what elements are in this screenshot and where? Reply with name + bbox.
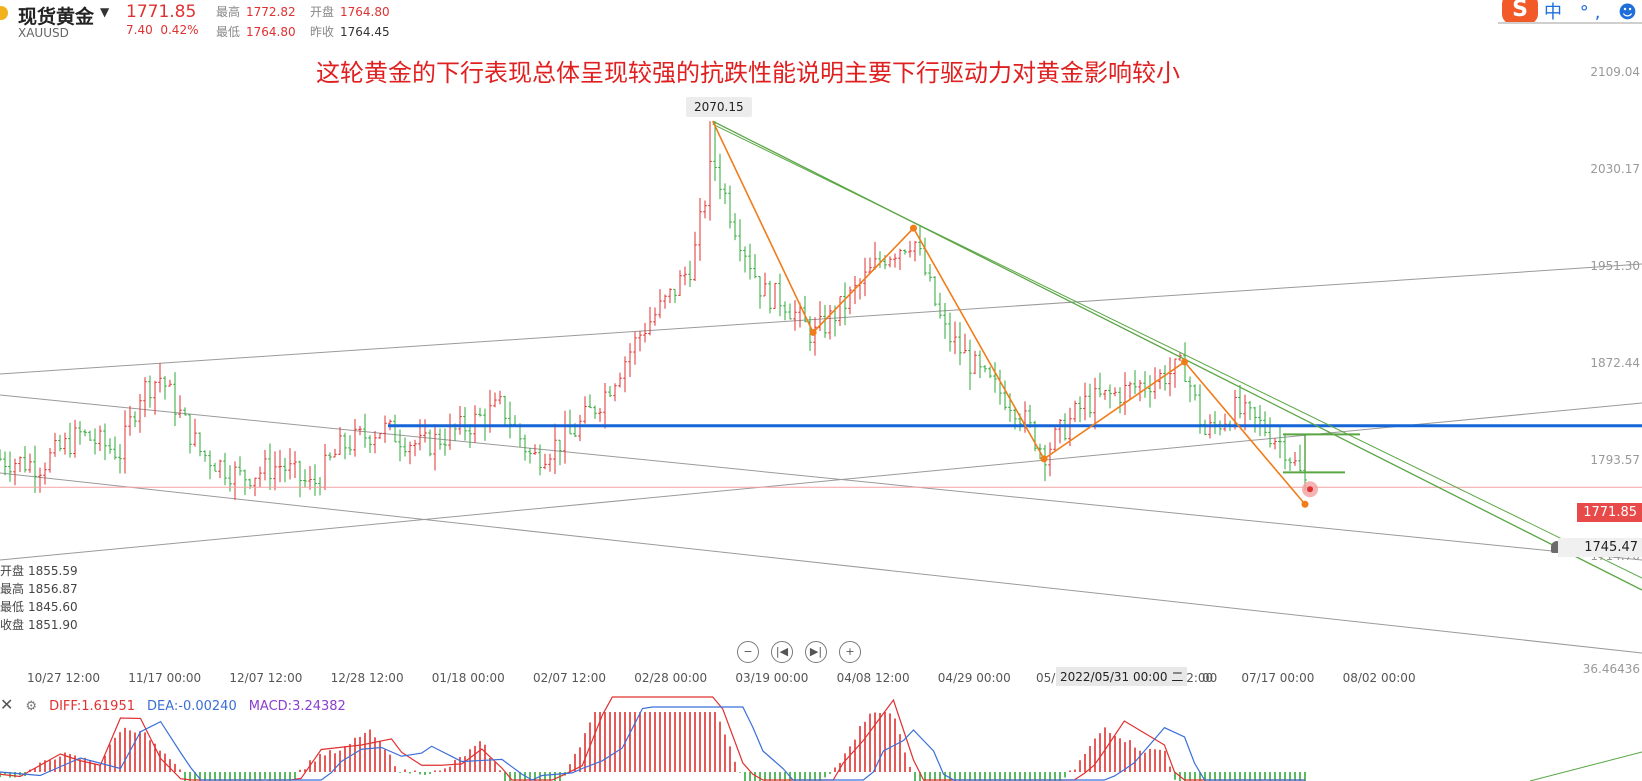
gray-trend-line (0, 394, 1642, 561)
zigzag-arrow-marker (910, 224, 917, 232)
trend-lines (0, 263, 1642, 654)
settings-icon[interactable]: ⚙ (25, 699, 38, 714)
y-tick-label: 2030.17 (1590, 162, 1640, 177)
input-method-logo-icon[interactable]: S (1502, 0, 1538, 24)
x-tick-label: 04/08 12:00 (836, 671, 910, 685)
zigzag-arrow-marker (809, 328, 817, 336)
low-stat: 最低 1764.80 (216, 25, 296, 39)
x-tick-label: 07/17 00:00 (1241, 671, 1315, 685)
x-tick-label: 02/28 00:00 (634, 671, 708, 685)
x-tick-label: 11/17 00:00 (128, 671, 202, 685)
drawing-overlays (0, 120, 1642, 591)
macd-diff: DIFF:1.61951 (49, 699, 135, 714)
last-price: 1771.85 (126, 2, 197, 22)
x-tick-label: 00 (1202, 671, 1218, 685)
macd-legend: ✕ ⚙ DIFF:1.61951 DEA:-0.00240 MACD:3.24382 (0, 695, 358, 714)
instrument-symbol: XAUUSD (18, 26, 69, 40)
macd-trend-line (1529, 751, 1642, 781)
dropdown-caret-icon[interactable]: ▼ (100, 5, 110, 19)
gold-coin-icon (0, 6, 8, 20)
close-icon[interactable]: ✕ (0, 695, 14, 714)
orange-zigzag-path (712, 120, 1306, 505)
x-tick-label: 03/19 00:00 (735, 671, 809, 685)
scroll-forward-button[interactable]: ▶| (805, 641, 827, 663)
x-tick-label: 08/02 00:00 (1342, 671, 1416, 685)
candles (0, 121, 1307, 500)
input-method-toolbar[interactable]: 中 °, ☻ ☺ (1544, 2, 1642, 23)
gray-trend-line (0, 472, 1642, 654)
macd-dea-line (0, 706, 1305, 781)
instrument-name[interactable]: 现货黄金 (18, 6, 95, 28)
current-price-dot-core (1307, 486, 1313, 493)
ohlc-high: 最高 1856.87 (0, 582, 78, 596)
scroll-back-button[interactable]: |◀ (771, 641, 793, 663)
macd-dea: DEA:-0.00240 (147, 699, 237, 714)
macd-value: MACD:3.24382 (248, 699, 346, 714)
x-tick-label: 05/ (1036, 671, 1056, 685)
x-tick-label: 12/07 12:00 (229, 671, 303, 685)
open-stat: 开盘 1764.80 (310, 5, 390, 19)
chart-annotation-text: 这轮黄金的下行表现总体呈现较强的抗跌性能说明主要下行驱动力对黄金影响较小 (316, 59, 1180, 87)
alert-price-tag[interactable]: 1745.47 (1558, 538, 1642, 557)
x-tick-label: 12/28 12:00 (330, 671, 404, 685)
high-stat: 最高 1772.82 (216, 5, 296, 19)
prev-close-stat: 昨收 1764.45 (310, 25, 390, 39)
zigzag-arrow-marker (1181, 358, 1189, 366)
price-change: 7.40 0.42% (126, 23, 199, 37)
zoom-out-button[interactable]: − (737, 641, 759, 663)
ohlc-close: 收盘 1851.90 (0, 618, 78, 632)
y-tick-label: 1793.57 (1590, 452, 1640, 467)
x-tick-label: 02/07 12:00 (533, 671, 606, 685)
y-tick-label: 1951.30 (1590, 259, 1640, 274)
x-tick-label: 01/18 00:00 (431, 671, 505, 685)
macd-axis-max: 36.46436 (1582, 662, 1640, 676)
gray-trend-line (0, 263, 1642, 375)
x-tick-label: 04/29 00:00 (937, 671, 1011, 685)
x-cursor-label: 2022/05/31 00:00 二 (1056, 667, 1188, 686)
zoom-in-button[interactable]: + (839, 641, 861, 663)
y-tick-label: 2109.04 (1590, 65, 1640, 80)
zigzag-arrow-marker (1040, 455, 1048, 463)
toolbar-underline (1498, 22, 1642, 24)
peak-price-label: 2070.15 (686, 97, 752, 117)
macd-panel (0, 696, 1642, 781)
green-trend-line (712, 123, 1642, 579)
current-price-tag: 1771.85 (1577, 503, 1642, 522)
ohlc-low: 最低 1845.60 (0, 600, 78, 614)
x-tick-label: 10/27 12:00 (27, 671, 100, 685)
y-tick-label: 1872.44 (1590, 355, 1640, 370)
gray-trend-line (0, 402, 1642, 561)
ohlc-open: 开盘 1855.59 (0, 564, 78, 578)
zigzag-arrow-marker (1301, 500, 1309, 508)
